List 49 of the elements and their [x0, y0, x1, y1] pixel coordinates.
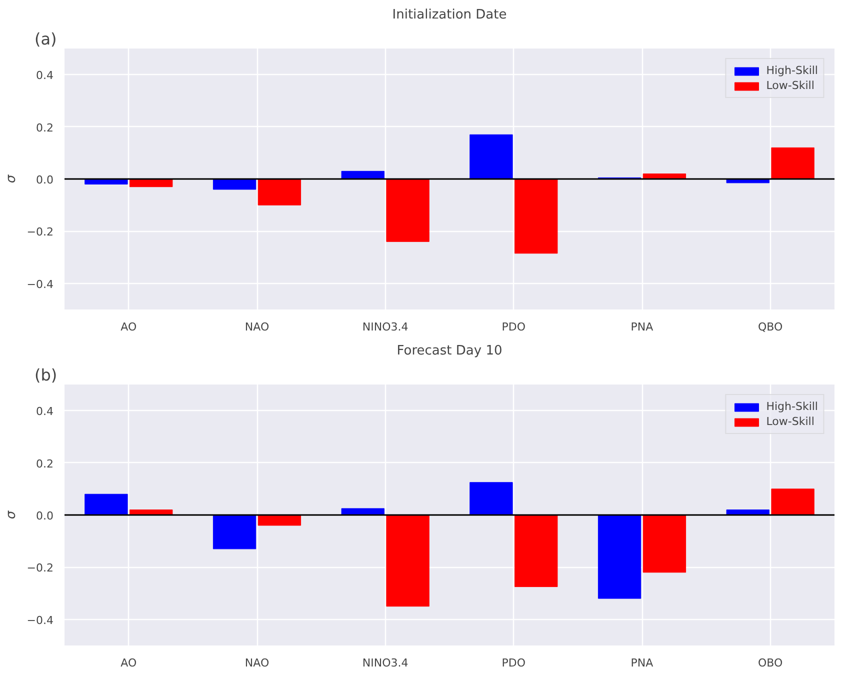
bar [212, 514, 256, 550]
x-tick-label: NINO3.4 [362, 320, 408, 334]
y-tick-label: 0.0 [36, 174, 54, 186]
bar [84, 494, 128, 516]
bar [386, 514, 430, 607]
text: (b) [34, 366, 58, 384]
y-tick-label: 0.4 [36, 405, 54, 418]
x-tick-label: AO [120, 656, 138, 670]
x-tick-label: QBO [758, 320, 784, 334]
y-tick-label: −0.4 [26, 278, 54, 291]
x-tick-label: NINO3.4 [362, 656, 408, 670]
x-tick-label: PNA [630, 656, 654, 670]
x-tick-label: PNA [630, 320, 654, 334]
x-tick-label: AO [120, 320, 138, 334]
x-tick-label: OBO [758, 656, 784, 670]
bar [771, 488, 814, 516]
bar [514, 514, 558, 588]
y-axis-title: σ [4, 174, 19, 184]
bar [212, 178, 256, 190]
legend-label: High-Skill [766, 400, 818, 413]
bar [598, 514, 642, 599]
x-tick-label: PDO [502, 320, 526, 334]
bar [386, 178, 430, 242]
y-tick-label: 0.0 [36, 510, 54, 522]
bar [470, 482, 513, 516]
chart-title: Initialization Date [392, 8, 507, 22]
legend-label: Low-Skill [766, 415, 814, 428]
bar [258, 178, 302, 206]
text: (a) [34, 30, 57, 48]
bar [258, 514, 302, 526]
x-tick-label: NAO [244, 320, 270, 334]
bar [771, 147, 814, 180]
y-tick-label: 0.2 [36, 121, 54, 134]
legend-label: High-Skill [766, 64, 818, 77]
y-tick-label: 0.2 [36, 457, 54, 470]
y-tick-label: −0.4 [26, 614, 54, 627]
y-tick-label: −0.2 [26, 562, 54, 575]
chart-title: Forecast Day 10 [396, 344, 502, 358]
x-tick-label: PDO [502, 656, 526, 670]
y-tick-label: −0.2 [26, 226, 54, 239]
bar [642, 514, 686, 573]
y-axis-title: σ [4, 510, 19, 520]
bar [341, 170, 384, 180]
x-tick-label: NAO [244, 656, 270, 670]
bar [341, 508, 384, 516]
legend-label: Low-Skill [766, 79, 814, 92]
bar [470, 134, 513, 180]
bar [514, 178, 558, 254]
y-tick-label: 0.4 [36, 69, 54, 82]
